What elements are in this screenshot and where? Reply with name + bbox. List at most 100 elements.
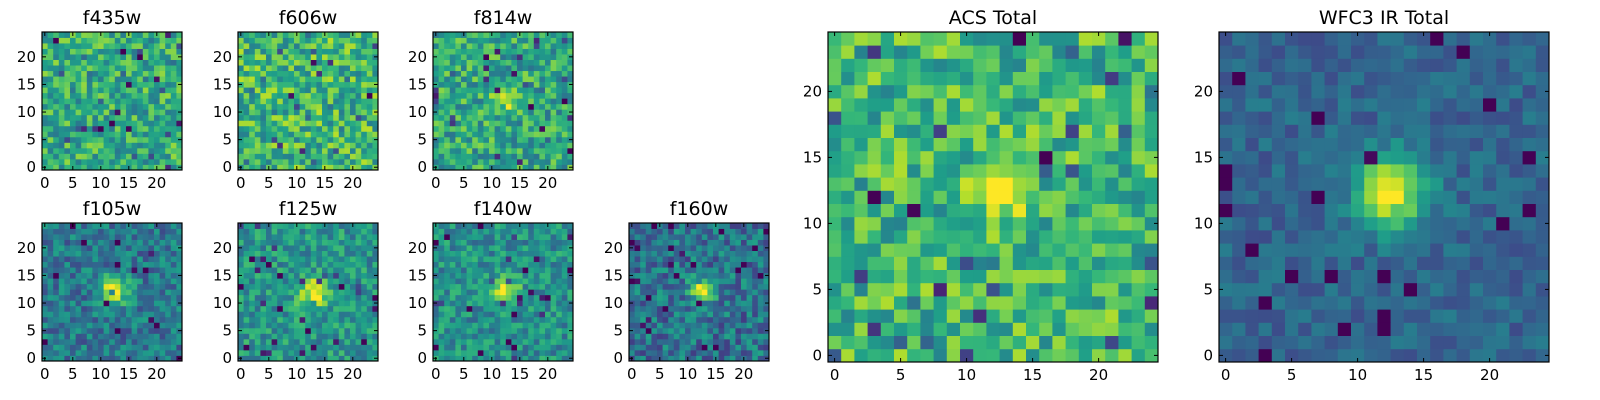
heatmap-cell [483,333,490,340]
heatmap-cell [438,272,445,279]
heatmap-cell [47,153,54,160]
heatmap-cell [517,158,523,165]
heatmap-cell [75,54,82,60]
heatmap-cell [920,150,934,165]
heatmap-cell [338,125,345,132]
heatmap-cell [126,289,132,296]
heatmap-cell [176,256,183,263]
heatmap-cell [159,136,166,143]
heatmap-cell [148,114,155,121]
heatmap-cell [154,311,160,318]
heatmap-cell [299,355,306,362]
heatmap-cell [176,344,183,351]
heatmap-cell [550,103,557,110]
heatmap-cell [350,228,356,235]
heatmap-cell [999,322,1014,336]
heatmap-cell [333,311,340,318]
heatmap-cell [333,322,340,329]
heatmap-cell [483,59,490,66]
y-tick-label: 20 [213,239,232,257]
heatmap-cell [131,92,138,99]
heatmap-cell [483,147,490,154]
heatmap-cell [528,109,535,116]
heatmap-cell [53,136,60,143]
heatmap-cell [322,120,328,127]
heatmap-cell [673,355,680,362]
heatmap-cell [266,147,272,154]
heatmap-cell [260,272,267,279]
heatmap-cell [679,261,686,268]
heatmap-cell [154,305,160,312]
heatmap-cell [137,289,144,296]
heatmap-cell [690,272,697,279]
heatmap-cell [277,311,284,318]
heatmap-cell [489,239,495,246]
heatmap-cell [322,256,328,263]
heatmap-cell [81,278,88,285]
heatmap-cell [137,294,144,301]
heatmap-cell [662,245,669,251]
heatmap-cell [1144,309,1159,323]
heatmap-cell [282,327,289,334]
heatmap-cell [271,283,278,290]
heatmap-cell [713,256,719,263]
heatmap-cell [533,48,540,55]
heatmap-cell [696,283,703,290]
heatmap-cell [662,305,669,312]
heatmap-cell [294,349,300,356]
heatmap-cell [70,250,76,257]
heatmap-cell [344,125,351,132]
plot-frame [432,222,574,362]
heatmap-cell [126,54,132,60]
heatmap-cell [120,267,127,274]
heatmap-cell [165,256,172,263]
heatmap-cell [243,234,250,240]
heatmap-cell [109,305,116,312]
heatmap-cell [254,278,261,285]
heatmap-cell [539,59,546,66]
heatmap-cell [260,311,267,318]
heatmap-cell [735,305,742,312]
heatmap-cell [47,59,54,66]
heatmap-cell [1092,190,1106,204]
heatmap-cell [42,256,48,263]
heatmap-cell [629,256,635,263]
heatmap-cell [517,43,523,49]
heatmap-cell [556,322,563,329]
heatmap-cell [249,43,256,49]
heatmap-cell [561,158,568,165]
heatmap-cell [561,54,568,60]
heatmap-cell [120,98,127,105]
heatmap-cell [763,267,770,274]
heatmap-cell [366,87,373,94]
heatmap-cell [142,43,149,49]
heatmap-cell [305,283,312,290]
heatmap-cell [260,131,267,138]
heatmap-cell [449,98,456,105]
heatmap-cell [86,54,93,60]
heatmap-cell [137,59,144,66]
y-tick-label: 15 [604,266,623,284]
heatmap-cell [685,338,691,345]
heatmap-cell [86,81,93,88]
heatmap-cell [673,338,680,345]
heatmap-cell [98,272,104,279]
heatmap-cell [148,65,155,72]
heatmap-cell [556,333,563,340]
heatmap-cell [539,300,546,307]
heatmap-cell [98,349,104,356]
heatmap-cell [960,243,974,257]
heatmap-cell [461,316,467,323]
heatmap-cell [81,300,88,307]
heatmap-cell [1131,348,1146,363]
heatmap-cell [165,311,172,318]
heatmap-cell [126,114,132,121]
heatmap-cell [271,65,278,72]
heatmap-cell [114,131,121,138]
heatmap-cell [511,289,518,296]
heatmap-cell [567,153,574,160]
heatmap-cell [266,234,272,240]
heatmap-cell [81,267,88,274]
heatmap-cell [433,142,439,149]
heatmap-cell [522,234,529,240]
